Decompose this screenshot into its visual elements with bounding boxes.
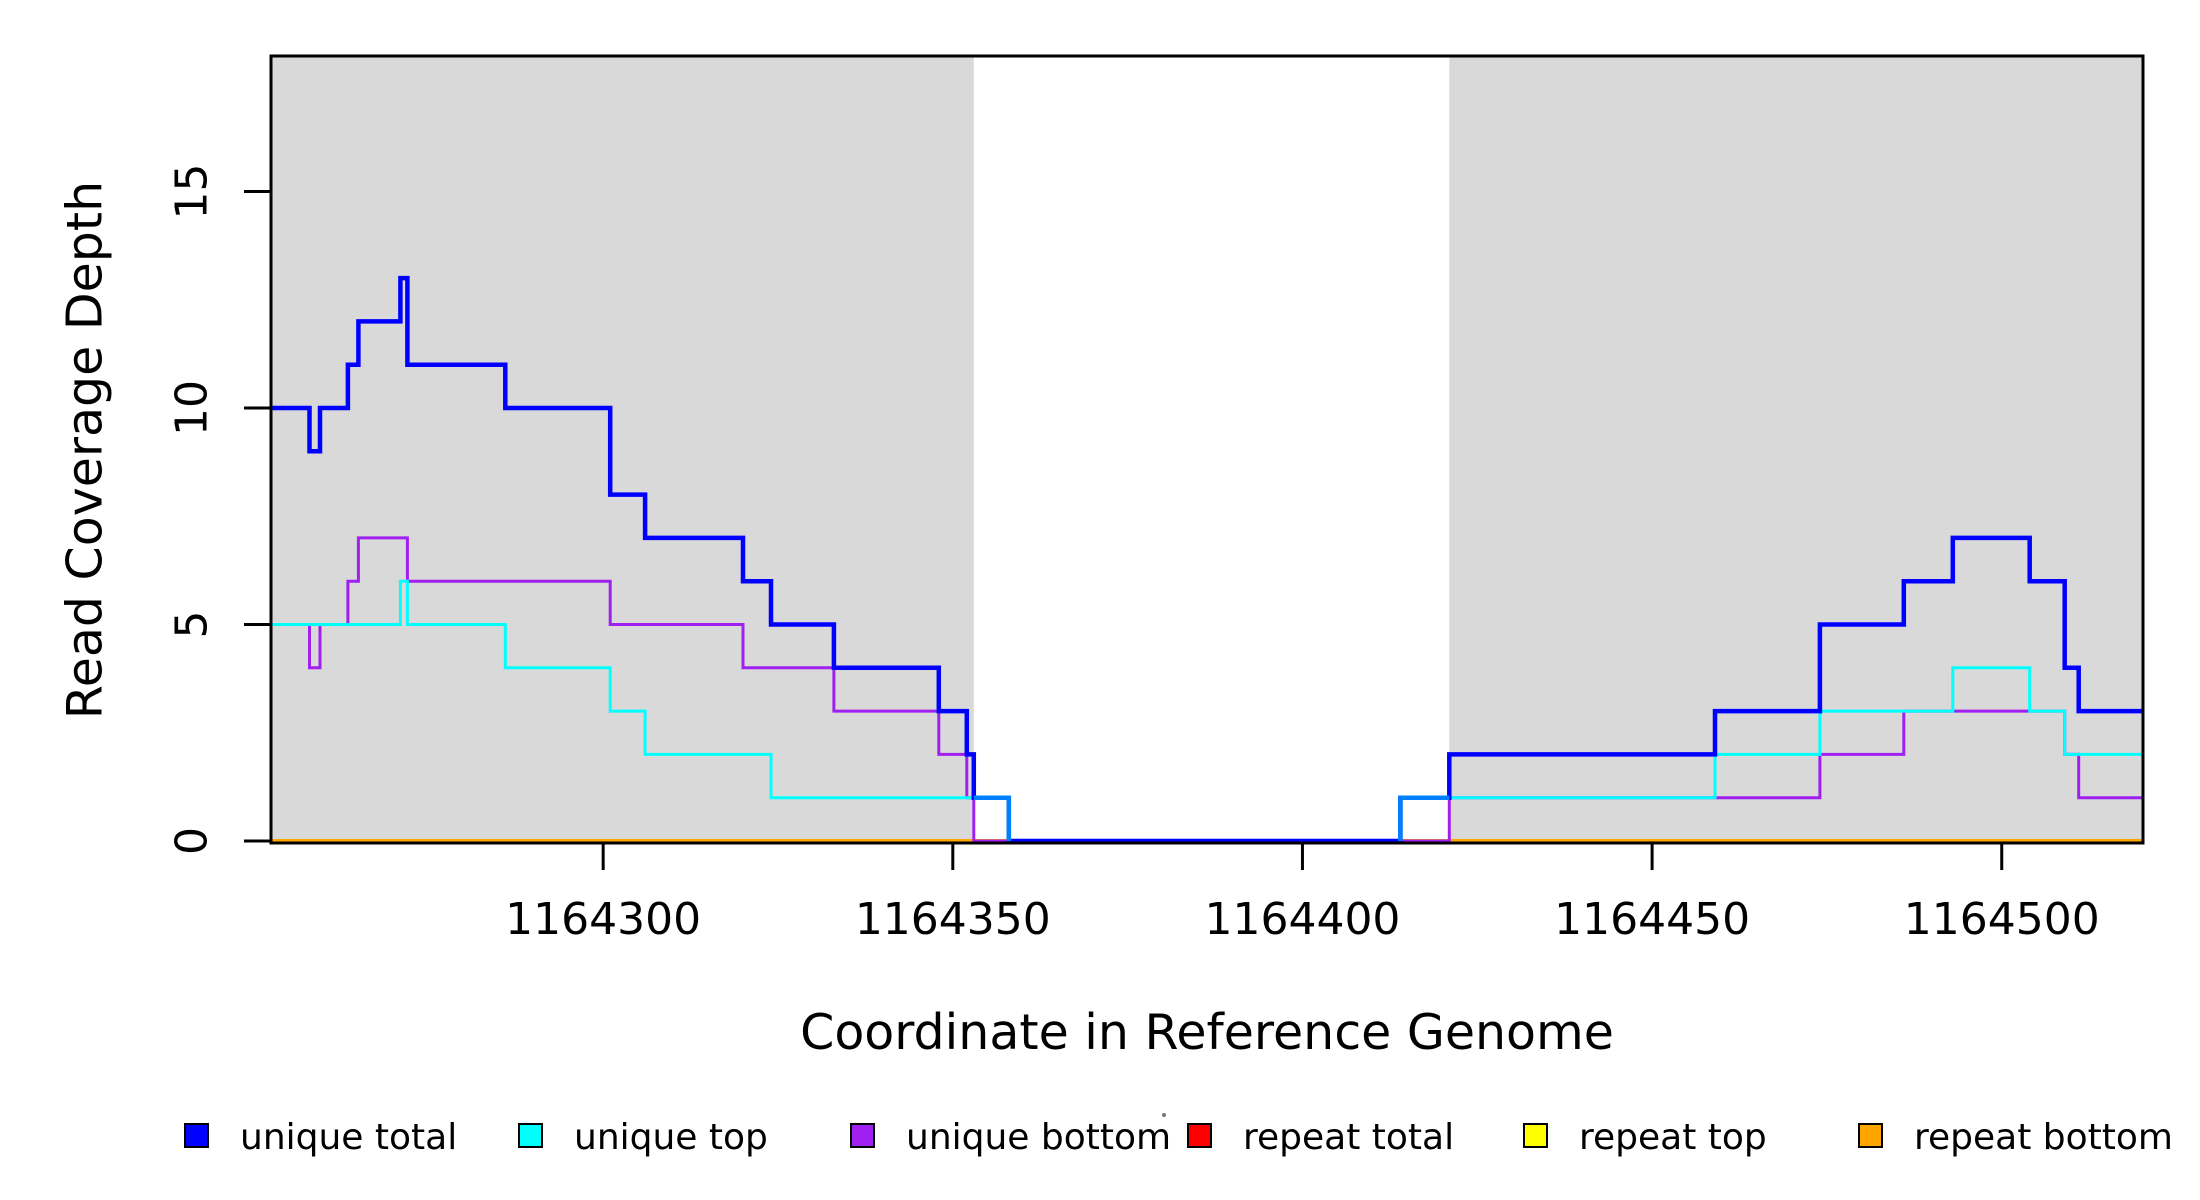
shaded-region-0 (271, 56, 974, 843)
blue-cyan-overlap-left (973, 795, 1012, 841)
x-axis-title: Coordinate in Reference Genome (800, 1004, 1614, 1061)
y-axis-title: Read Coverage Depth (56, 180, 114, 720)
legend-label-unique-top: unique top (574, 1117, 768, 1158)
y-tick-label: 0 (167, 827, 218, 855)
series-line-unique-bottom (271, 536, 2143, 843)
legend-swatch-repeat-top (1523, 1123, 1548, 1148)
x-tick-label: 1164450 (1554, 894, 1750, 945)
x-tick-label: 1164350 (855, 894, 1051, 945)
legend-label-repeat-bottom: repeat bottom (1914, 1117, 2173, 1158)
y-tick-label: 10 (167, 380, 218, 436)
legend-swatch-unique-total (184, 1123, 209, 1148)
legend-label-unique-total: unique total (240, 1117, 457, 1158)
legend-swatch-unique-top (518, 1123, 543, 1148)
x-tick-label: 1164400 (1204, 894, 1400, 945)
series-line-unique-total (271, 275, 2143, 844)
plot-box-border (269, 54, 2145, 845)
shaded-region-1 (1449, 56, 2143, 843)
stray-dot-artifact (1162, 1113, 1166, 1117)
y-tick-label: 15 (167, 164, 218, 220)
legend-swatch-repeat-total (1187, 1123, 1212, 1148)
y-tick-label: 5 (167, 611, 218, 639)
x-tick-label: 1164500 (1904, 894, 2100, 945)
legend-swatch-unique-bottom (850, 1123, 875, 1148)
blue-cyan-overlap-right (1398, 795, 1450, 841)
legend-label-repeat-top: repeat top (1579, 1117, 1767, 1158)
x-tick-label: 1164300 (505, 894, 701, 945)
legend-label-unique-bottom: unique bottom (906, 1117, 1171, 1158)
legend-swatch-repeat-bottom (1858, 1123, 1883, 1148)
legend-label-repeat-total: repeat total (1243, 1117, 1454, 1158)
